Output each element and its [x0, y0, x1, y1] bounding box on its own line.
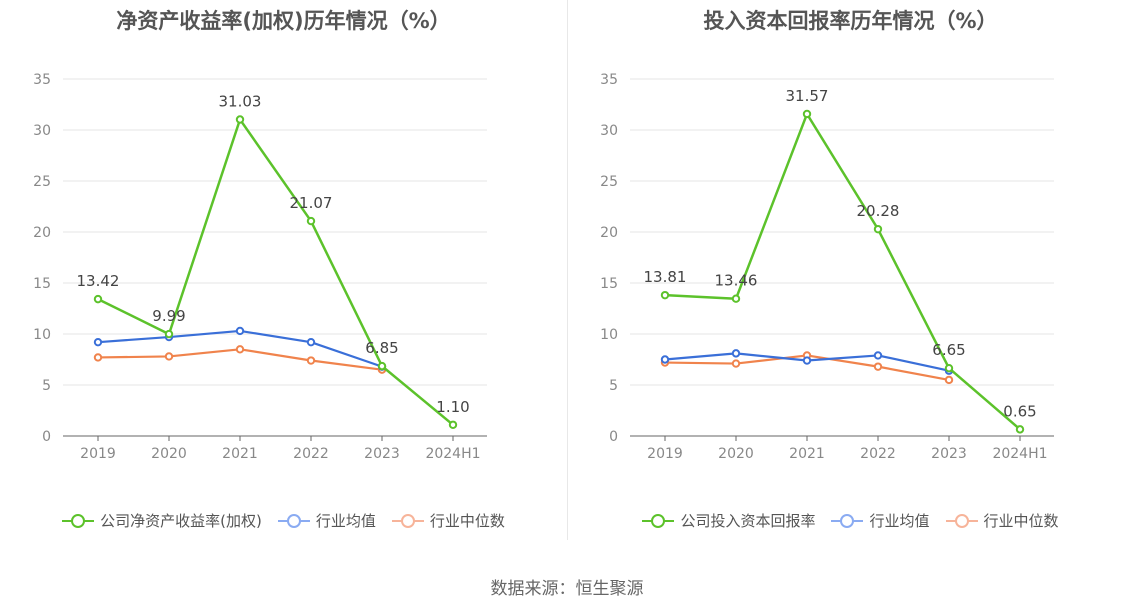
y-tick-label: 5 — [609, 378, 618, 394]
data-point — [1015, 425, 1025, 434]
data-source-note: 数据来源：恒生聚源 — [490, 579, 644, 599]
y-tick-label: 5 — [42, 378, 51, 394]
data-point — [448, 420, 458, 429]
data-point — [306, 337, 316, 347]
y-tick-label: 10 — [33, 327, 51, 343]
x-tick-label: 2023 — [364, 446, 400, 462]
data-label: 13.81 — [644, 268, 687, 286]
series-line — [97, 118, 454, 426]
roic-chart-panel: 投入资本回报率历年情况（%） 0 5 10 15 20 25 30 35 2019 2020 202… — [567, 0, 1134, 560]
data-label: 20.28 — [857, 202, 900, 220]
x-tick-label: 2020 — [151, 446, 187, 462]
data-label: 9.99 — [152, 307, 185, 325]
data-point — [802, 109, 812, 119]
roe-chart-panel: 净资产收益率(加权)历年情况（%） 0 5 10 15 20 25 30 35 2019 2020… — [0, 0, 567, 560]
x-tick-label: 2019 — [80, 446, 116, 462]
y-tick-label: 15 — [600, 276, 618, 292]
data-point — [235, 345, 245, 354]
data-point — [660, 355, 670, 364]
legend-marker-median-icon — [945, 513, 978, 528]
legend-label-industry-median: 行业中位数 — [429, 512, 505, 530]
data-point — [377, 361, 387, 371]
data-label: 0.65 — [1003, 402, 1036, 420]
x-tick-label: 2019 — [647, 446, 683, 462]
data-point — [164, 329, 174, 339]
y-tick-label: 0 — [609, 429, 618, 445]
chart-legend: 公司投入资本回报率 行业均值 行业中位数 — [567, 510, 1134, 531]
roic-line-chart: 0 5 10 15 20 25 30 35 2019 2020 2021 2022 2023 2024H1… — [600, 72, 1054, 462]
data-point — [731, 294, 741, 303]
chart-title: 净资产收益率(加权)历年情况（%） — [116, 9, 451, 33]
legend-label-company: 公司净资产收益率(加权) — [100, 512, 262, 530]
data-label: 13.42 — [77, 272, 120, 290]
data-label: 1.10 — [436, 398, 469, 416]
data-point — [944, 375, 954, 385]
legend-item-industry-median[interactable]: 行业中位数 — [945, 510, 1059, 531]
legend-marker-avg-icon — [277, 513, 310, 528]
data-point — [93, 353, 103, 362]
legend-item-industry-median[interactable]: 行业中位数 — [391, 510, 505, 531]
series-line — [664, 112, 1021, 431]
data-label: 13.46 — [715, 272, 758, 290]
data-point — [93, 294, 103, 304]
x-tick-label: 2021 — [222, 446, 258, 462]
legend-label-industry-avg: 行业均值 — [315, 512, 376, 530]
legend-item-company[interactable]: 公司投入资本回报率 — [642, 510, 815, 531]
data-point — [660, 290, 670, 300]
legend-marker-median-icon — [391, 513, 424, 528]
data-label: 6.85 — [365, 339, 398, 357]
y-tick-label: 15 — [33, 276, 51, 292]
data-point — [802, 356, 812, 365]
data-label: 21.07 — [290, 194, 333, 212]
legend-label-industry-avg: 行业均值 — [869, 512, 930, 530]
y-tick-label: 35 — [600, 72, 618, 88]
legend-marker-avg-icon — [831, 513, 864, 528]
data-point — [235, 326, 245, 336]
data-point — [731, 359, 741, 368]
x-tick-label: 2024H1 — [425, 446, 480, 462]
data-point — [731, 349, 741, 358]
legend-marker-company-icon — [62, 513, 95, 528]
y-tick-label: 10 — [600, 327, 618, 343]
data-point — [235, 115, 245, 124]
roe-line-chart: 0 5 10 15 20 25 30 35 2019 2020 2021 2022 2023 2024H1… — [33, 72, 487, 462]
y-tick-label: 20 — [33, 225, 51, 241]
data-point — [873, 351, 883, 360]
data-point — [93, 337, 103, 347]
chart-title: 投入资本回报率历年情况（%） — [703, 9, 998, 33]
data-point — [164, 352, 174, 361]
data-point — [306, 356, 316, 365]
x-tick-label: 2023 — [931, 446, 967, 462]
data-point — [306, 216, 316, 226]
x-tick-label: 2021 — [789, 446, 825, 462]
legend-item-industry-avg[interactable]: 行业均值 — [277, 510, 376, 531]
legend-item-company[interactable]: 公司净资产收益率(加权) — [62, 510, 262, 531]
legend-label-company: 公司投入资本回报率 — [680, 512, 816, 530]
legend-item-industry-avg[interactable]: 行业均值 — [831, 510, 930, 531]
x-tick-label: 2024H1 — [992, 446, 1047, 462]
data-label: 31.57 — [786, 87, 829, 105]
data-point — [944, 363, 954, 373]
legend-label-industry-median: 行业中位数 — [983, 512, 1059, 530]
y-tick-label: 25 — [600, 174, 618, 190]
y-tick-label: 0 — [42, 429, 51, 445]
data-point — [873, 362, 883, 371]
data-label: 31.03 — [219, 92, 262, 110]
y-tick-label: 35 — [33, 72, 51, 88]
panel-divider — [567, 0, 568, 540]
data-label: 6.65 — [932, 341, 965, 359]
y-tick-label: 20 — [600, 225, 618, 241]
x-tick-label: 2022 — [293, 446, 329, 462]
y-tick-label: 30 — [33, 123, 51, 139]
y-tick-label: 25 — [33, 174, 51, 190]
data-point — [873, 224, 883, 234]
x-tick-label: 2022 — [860, 446, 896, 462]
y-tick-label: 30 — [600, 123, 618, 139]
chart-legend: 公司净资产收益率(加权) 行业均值 行业中位数 — [0, 510, 567, 531]
legend-marker-company-icon — [642, 513, 675, 528]
x-tick-label: 2020 — [718, 446, 754, 462]
